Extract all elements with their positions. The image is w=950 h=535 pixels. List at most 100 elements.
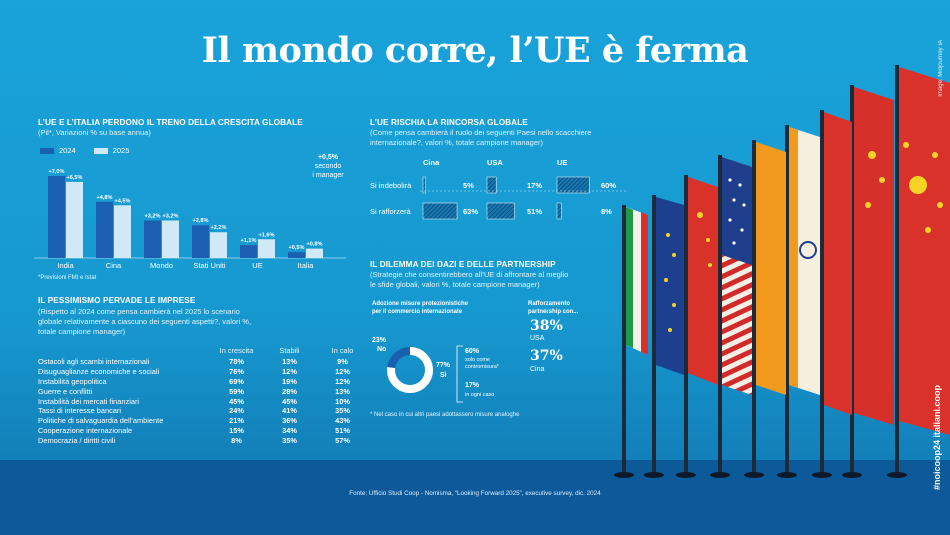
rincorsa-value-1-0: 17% <box>527 181 542 190</box>
bar-label-2024-0: +7,0% <box>48 169 64 175</box>
image-credit: Image: Midjourney IA <box>938 40 944 97</box>
bar-2024-5 <box>288 252 305 258</box>
risk-header-row: In crescita Stabili In calo <box>38 346 369 357</box>
risk-row: Instabilità geopolitica 69% 19% 12% <box>38 377 369 387</box>
bar-2025-0 <box>66 181 83 258</box>
bar-label-2024-2: +3,2% <box>144 214 160 220</box>
category-label-2: Mondo <box>150 261 173 270</box>
risk-cell-0: 24% <box>229 406 244 416</box>
donut-slice-0 <box>387 347 433 393</box>
rincorsa-chart: Cina 5% 63% USA 17% 51% UE 60% 8% Si indebolirà Si… <box>370 158 627 220</box>
risk-row-label: Disuguaglianze economiche e sociali <box>38 367 160 377</box>
legend-2024: 2024 <box>40 146 76 155</box>
risk-cell-2: 10% <box>335 396 350 406</box>
bar-label-2025-0: +6,5% <box>66 175 82 181</box>
legend-2025: 2025 <box>93 146 129 155</box>
legend-2024-label: 2024 <box>59 146 76 155</box>
growth-legend: 2024 2025 <box>40 146 129 155</box>
risk-cell-2: 9% <box>337 357 348 367</box>
bar-label-2024-1: +4,8% <box>96 195 112 201</box>
rincorsa-subtitle-line1: (Come pensa cambierà il ruolo dei seguen… <box>370 128 592 137</box>
risk-title: IL PESSIMISMO PERVADE LE IMPRESE <box>38 296 196 305</box>
rincorsa-value-0-1: 63% <box>463 207 478 216</box>
risk-row: Instabilità dei mercati finanziari 45% 45%… <box>38 396 369 406</box>
risk-cell-1: 41% <box>282 406 297 416</box>
rincorsa-bar-1-1 <box>486 202 515 220</box>
bar-2025-3 <box>210 232 227 258</box>
risk-cell-1: 19% <box>282 376 297 386</box>
bar-2024-2 <box>144 220 161 258</box>
bar-2025-1 <box>114 205 131 258</box>
rincorsa-value-2-0: 60% <box>601 181 616 190</box>
risk-row-label: Cooperazione internazionale <box>38 425 133 435</box>
dazi-subtitle-line1: (Strategie che consentirebbero all’UE di… <box>370 270 569 279</box>
risk-row-label: Instabilità dei mercati finanziari <box>38 396 140 406</box>
risk-cell-1: 45% <box>282 396 297 406</box>
risk-cell-1: 13% <box>282 357 297 367</box>
dazi-title: IL DILEMMA DEI DAZI E DELLE PARTNERSHIP <box>370 260 556 269</box>
risk-row-label: Democrazia / diritti civili <box>38 435 116 445</box>
page-title: Il mondo corre, l’UE è ferma <box>201 30 749 71</box>
dazi-right-head-line1: Rafforzamento <box>528 301 571 307</box>
risk-cell-2: 51% <box>335 425 350 435</box>
risk-row: Tassi di interesse bancari 24% 41% 35% <box>38 406 369 416</box>
risk-row-label: Ostacoli agli scambi internazionali <box>38 357 150 367</box>
rincorsa-bar-0-1 <box>422 202 458 220</box>
source-note: Fonte: Ufficio Studi Coop - Nomisma, “Lo… <box>349 490 601 497</box>
growth-footnote: *Previsioni FMI e Istat <box>38 275 97 281</box>
side-credit: #noicoop24 italiani.coop <box>932 385 942 491</box>
rincorsa-value-0-0: 5% <box>463 181 474 190</box>
rincorsa-bar-0-0 <box>422 176 426 194</box>
risk-cell-2: 12% <box>335 376 350 386</box>
risk-subtitle: (Rispetto al 2024 come pensa cambierà ne… <box>38 307 251 337</box>
risk-cell-1: 34% <box>282 425 297 435</box>
dazi-solo-value: 60% <box>465 348 480 355</box>
risk-subtitle-line2: globale relativamente a ciascuno dei seg… <box>38 317 252 326</box>
risk-col-crescita: In crescita <box>219 346 254 355</box>
rincorsa-header-0: Cina <box>423 158 440 167</box>
bar-2024-4 <box>240 245 257 258</box>
manager-note-line1: secondo <box>314 163 342 170</box>
bar-label-2025-1: +4,5% <box>114 198 130 204</box>
risk-cell-2: 35% <box>335 406 350 416</box>
dazi-solo-label: solo come contromisura* <box>465 357 499 370</box>
rincorsa-bar-2-0 <box>556 176 590 194</box>
category-label-0: India <box>57 261 74 270</box>
rincorsa-subtitle: (Come pensa cambierà il ruolo dei seguen… <box>370 128 591 148</box>
bar-label-2025-5: +0,8% <box>306 242 322 248</box>
bar-2025-2 <box>162 220 179 258</box>
rincorsa-category-1: Si rafforzerà <box>370 207 412 216</box>
dazi-subtitle-line2: le sfide globali, valori %, totale campi… <box>370 280 540 289</box>
risk-row: Ostacoli agli scambi internazionali 78% 13… <box>38 357 369 367</box>
risk-row-label: Politiche di salvaguardia dell’ambiente <box>38 416 164 426</box>
category-label-5: Italia <box>298 261 315 270</box>
bar-label-2024-3: +2,8% <box>192 218 208 224</box>
growth-title: L’UE E L’ITALIA PERDONO IL TRENO DELLA C… <box>38 118 303 127</box>
dazi-right-head-line2: partnership con... <box>528 308 579 315</box>
risk-row: Democrazia / diritti civili 8% 35% 57% <box>38 435 369 445</box>
rincorsa-bar-2-1 <box>556 202 562 220</box>
bar-label-2025-3: +2,2% <box>210 225 226 231</box>
risk-cell-1: 12% <box>282 367 297 377</box>
dazi-left-head-line2: per il commercio internazionale <box>372 308 463 315</box>
risk-cell-0: 78% <box>229 357 244 367</box>
flags-illustration <box>614 65 950 478</box>
risk-cell-0: 76% <box>229 367 244 377</box>
risk-row-label: Tassi di interesse bancari <box>38 406 121 416</box>
bar-2025-5 <box>306 248 323 258</box>
dazi-left-head-line1: Adozione misure protezionistiche <box>372 301 469 307</box>
dazi-cina-label: Cina <box>530 366 545 373</box>
category-label-3: Stati Uniti <box>193 261 225 270</box>
rincorsa-title: L’UE RISCHIA LA RINCORSA GLOBALE <box>370 118 528 127</box>
growth-chart: +7,0%+6,5% India +4,8%+4,5% Cina +3,2% +3,2% M… <box>34 169 346 270</box>
dazi-si-label: Sì <box>440 372 447 379</box>
risk-row: Guerre e conflitti 59% 28% 13% <box>38 386 369 396</box>
risk-cell-2: 13% <box>335 386 350 396</box>
dazi-cina-value: 37% <box>530 348 563 364</box>
risk-cell-1: 28% <box>282 386 297 396</box>
dazi-ogni-label: in ogni caso <box>465 392 495 398</box>
rincorsa-bar-1-0 <box>486 176 497 194</box>
dazi-usa-label: USA <box>530 335 545 342</box>
risk-cell-0: 8% <box>231 435 242 445</box>
